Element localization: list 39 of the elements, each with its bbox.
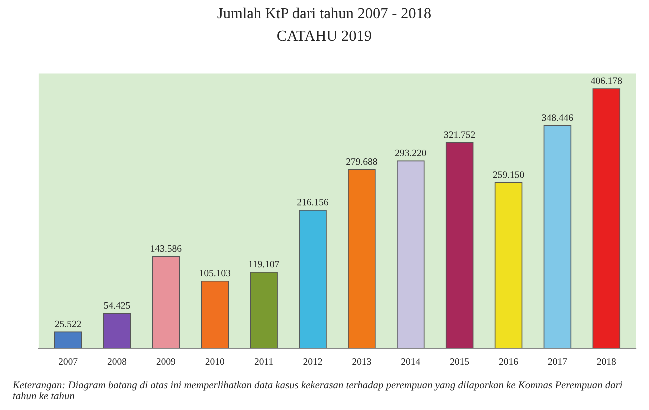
data-label: 259.150 bbox=[493, 172, 524, 178]
bar bbox=[103, 313, 132, 348]
x-tick-label: 2013 bbox=[352, 358, 372, 366]
x-tick-label: 2011 bbox=[254, 358, 274, 366]
data-label: 406.178 bbox=[591, 78, 622, 84]
x-tick-label: 2010 bbox=[206, 358, 224, 366]
bar bbox=[494, 182, 523, 348]
bar bbox=[152, 256, 180, 348]
x-tick-label: 2018 bbox=[597, 358, 616, 366]
data-label: 54.425 bbox=[104, 302, 130, 310]
data-label: 143.586 bbox=[151, 245, 182, 252]
data-label: 279.688 bbox=[346, 158, 378, 166]
x-tick-label: 2012 bbox=[304, 358, 322, 366]
x-tick-label: 2017 bbox=[548, 358, 568, 366]
data-label: 321.752 bbox=[444, 132, 476, 138]
x-tick-label: 2007 bbox=[59, 358, 78, 366]
data-label: 293.220 bbox=[396, 150, 426, 156]
data-label: 119.107 bbox=[249, 261, 280, 268]
x-tick-label: 2015 bbox=[450, 358, 470, 366]
bar bbox=[250, 272, 278, 348]
x-tick-label: 2008 bbox=[108, 358, 127, 366]
data-label: 216.156 bbox=[298, 199, 329, 206]
x-tick-label: 2014 bbox=[402, 358, 420, 366]
bar bbox=[348, 169, 376, 348]
chart-title: Jumlah KtP dari tahun 2007 - 2018 bbox=[218, 8, 431, 19]
bar bbox=[544, 125, 572, 348]
bar bbox=[592, 88, 621, 348]
bar bbox=[299, 210, 327, 348]
data-label: 348.446 bbox=[542, 114, 574, 122]
data-label: 105.103 bbox=[200, 270, 231, 277]
x-tick-label: 2009 bbox=[156, 358, 176, 366]
text: Keterangan: Diagram batang di atas ini memperlihatkan data kasus kekerasan terhadap perempuan yang dilaporkan ke Komnas Perempuan dari tahun ke tahun bbox=[12, 381, 622, 400]
data-label: 25.522 bbox=[55, 320, 82, 328]
chart-subtitle: CATAHU 2019 bbox=[278, 30, 372, 42]
x-tick-label: 2016 bbox=[499, 358, 518, 366]
bar bbox=[397, 160, 425, 348]
bar bbox=[201, 280, 230, 348]
bar bbox=[446, 142, 474, 348]
bar bbox=[54, 332, 82, 348]
